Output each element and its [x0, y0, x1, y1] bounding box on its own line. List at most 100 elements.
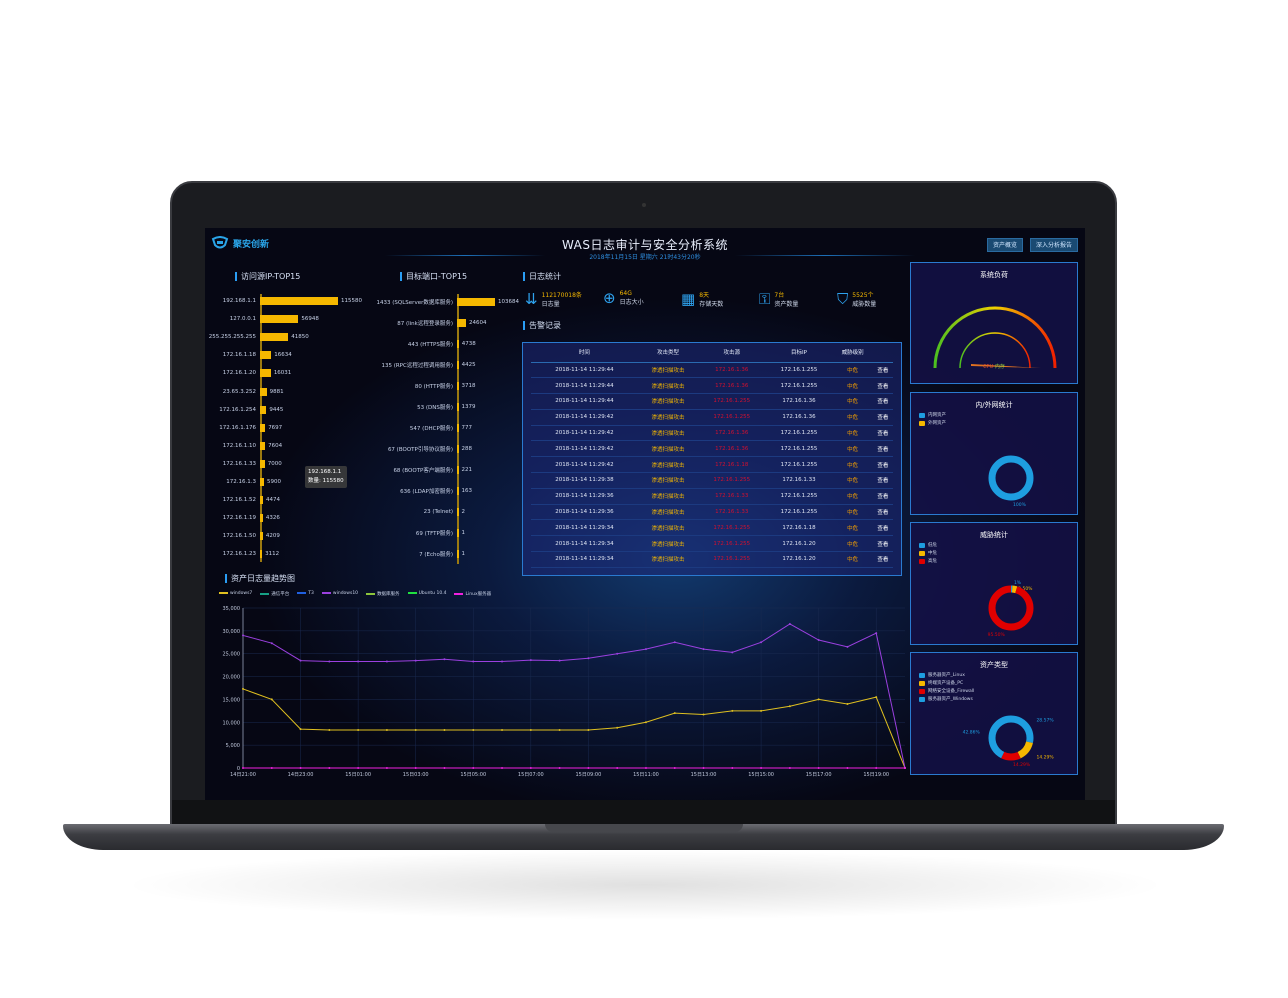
bar-row[interactable]: 172.16.1.33 7000 — [205, 459, 282, 469]
bar[interactable] — [457, 298, 495, 306]
view-link[interactable]: 查看 — [872, 425, 893, 442]
table-row[interactable]: 2018-11-14 11:29:34 渗透扫描攻击 172.16.1.255 172… — [531, 519, 893, 537]
analysis-report-button[interactable]: 深入分析报告 — [1030, 238, 1079, 252]
table-row[interactable]: 2018-11-14 11:29:36 渗透扫描攻击 172.16.1.33 172.… — [531, 488, 893, 505]
asset-overview-button[interactable]: 资产概览 — [987, 238, 1024, 252]
bar[interactable] — [260, 478, 264, 486]
legend-item[interactable]: 内网资产 — [919, 412, 1077, 418]
legend-item[interactable]: 低危 — [919, 542, 1077, 548]
bar-row[interactable]: 172.16.1.52 4474 — [205, 495, 280, 505]
bar[interactable] — [260, 315, 299, 324]
bar-row[interactable]: 172.16.1.23 3112 — [205, 549, 279, 559]
bar-row[interactable]: 636 (LDAP加密服务) 163 — [345, 486, 472, 496]
bar[interactable] — [260, 496, 264, 505]
bar[interactable] — [457, 529, 459, 537]
bar[interactable] — [260, 333, 289, 342]
table-row[interactable]: 2018-11-14 11:29:36 渗透扫描攻击 172.16.1.33 172.… — [531, 504, 893, 521]
view-link[interactable]: 查看 — [872, 504, 893, 521]
table-row[interactable]: 2018-11-14 11:29:42 渗透扫描攻击 172.16.1.18 172.… — [531, 456, 893, 474]
legend-item[interactable]: T3 — [297, 591, 314, 597]
legend-item[interactable]: Ubuntu 10.4 — [407, 591, 446, 597]
donut-slice[interactable] — [988, 715, 1034, 761]
bar[interactable] — [260, 423, 266, 432]
table-row[interactable]: 2018-11-14 11:29:44 渗透扫描攻击 172.16.1.36 172.… — [531, 377, 893, 395]
view-link[interactable]: 查看 — [872, 409, 893, 426]
bar[interactable] — [260, 550, 263, 559]
view-link[interactable]: 查看 — [872, 393, 893, 410]
view-link[interactable]: 查看 — [872, 456, 893, 474]
legend-item[interactable]: Linux服务器 — [454, 591, 491, 597]
legend-item[interactable]: windows7 — [219, 591, 252, 597]
bar[interactable] — [260, 514, 263, 523]
bar-row[interactable]: 135 (RPC远程过程调用服务) 4425 — [345, 360, 476, 370]
table-row[interactable]: 2018-11-14 11:29:34 渗透扫描攻击 172.16.1.255 172… — [531, 535, 893, 553]
bar-row[interactable]: 68 (BOOTP客户端服务) 221 — [345, 465, 472, 475]
view-link[interactable]: 查看 — [872, 440, 893, 458]
bar-row[interactable]: 172.16.1.50 4209 — [205, 531, 280, 541]
bar-row[interactable]: 127.0.0.1 56948 — [205, 314, 319, 324]
bar-row[interactable]: 172.16.1.18 16634 — [205, 350, 292, 360]
legend-item[interactable]: 通信平台 — [260, 591, 289, 597]
donut-slice[interactable] — [988, 585, 1034, 631]
bar[interactable] — [457, 508, 459, 516]
view-link[interactable]: 查看 — [872, 377, 893, 395]
view-link[interactable]: 查看 — [872, 472, 893, 489]
bar-row[interactable]: 443 (HTTPS服务) 4738 — [345, 339, 476, 349]
legend-item[interactable]: windows10 — [321, 591, 358, 597]
bar[interactable] — [260, 532, 263, 541]
bar-row[interactable]: 23.65.3.252 9881 — [205, 387, 284, 397]
table-row[interactable]: 2018-11-14 11:29:44 渗透扫描攻击 172.16.1.36 172.… — [531, 362, 893, 379]
bar[interactable] — [457, 445, 459, 453]
table-row[interactable]: 2018-11-14 11:29:42 渗透扫描攻击 172.16.1.255 172… — [531, 409, 893, 426]
bar-row[interactable]: 172.16.1.19 4326 — [205, 513, 280, 523]
table-row[interactable]: 2018-11-14 11:29:44 渗透扫描攻击 172.16.1.255 172… — [531, 393, 893, 410]
table-row[interactable]: 2018-11-14 11:29:38 渗透扫描攻击 172.16.1.255 172… — [531, 472, 893, 489]
donut-slice[interactable] — [988, 715, 1034, 761]
donut-slice[interactable] — [988, 455, 1034, 501]
table-row[interactable]: 2018-11-14 11:29:42 渗透扫描攻击 172.16.1.36 172.… — [531, 440, 893, 458]
bar[interactable] — [260, 369, 271, 378]
bar-row[interactable]: 172.16.1.176 7697 — [205, 423, 282, 433]
bar[interactable] — [457, 403, 459, 411]
view-link[interactable]: 查看 — [872, 519, 893, 537]
bar-row[interactable]: 80 (HTTP服务) 3718 — [345, 381, 476, 391]
legend-item[interactable]: 终端资产设备_PC — [919, 680, 1077, 686]
bar[interactable] — [457, 319, 467, 327]
bar[interactable] — [260, 297, 338, 305]
bar[interactable] — [260, 405, 267, 414]
bar-row[interactable]: 69 (TFTP服务) 1 — [345, 528, 465, 538]
bar[interactable] — [457, 550, 459, 558]
legend-item[interactable]: 服务器资产_Linux — [919, 672, 1077, 678]
bar[interactable] — [457, 340, 459, 348]
bar-row[interactable]: 192.168.1.1 115580 — [205, 296, 362, 306]
view-link[interactable]: 查看 — [872, 362, 893, 379]
bar-row[interactable]: 172.16.1.3 5900 — [205, 477, 281, 487]
bar-row[interactable]: 87 (link远程登录服务) 24604 — [345, 318, 487, 328]
legend-item[interactable]: 中危 — [919, 550, 1077, 556]
legend-item[interactable]: 外网资产 — [919, 420, 1077, 426]
bar[interactable] — [457, 487, 459, 495]
bar[interactable] — [260, 441, 266, 450]
bar-row[interactable]: 172.16.1.20 16031 — [205, 368, 291, 378]
view-link[interactable]: 查看 — [872, 551, 893, 568]
bar-row[interactable]: 7 (Echo服务) 1 — [345, 549, 465, 559]
legend-item[interactable]: 服务器资产_Windows — [919, 696, 1077, 702]
bar-row[interactable]: 1433 (SQLServer数据库服务) 103684 — [345, 297, 519, 307]
bar-row[interactable]: 172.16.1.254 9445 — [205, 405, 283, 415]
bar-row[interactable]: 67 (BOOTP引导协议服务) 288 — [345, 444, 472, 454]
bar[interactable] — [457, 361, 459, 369]
bar-row[interactable]: 255.255.255.255 41850 — [205, 332, 309, 342]
bar[interactable] — [457, 382, 459, 390]
bar-row[interactable]: 53 (DNS服务) 1379 — [345, 402, 476, 412]
view-link[interactable]: 查看 — [872, 488, 893, 505]
legend-item[interactable]: 数据库服务 — [366, 591, 400, 597]
bar[interactable] — [457, 466, 459, 474]
bar[interactable] — [260, 387, 267, 396]
legend-item[interactable]: 高危 — [919, 558, 1077, 564]
bar-row[interactable]: 172.16.1.10 7604 — [205, 441, 282, 451]
view-link[interactable]: 查看 — [872, 535, 893, 553]
bar[interactable] — [260, 459, 265, 468]
table-row[interactable]: 2018-11-14 11:29:42 渗透扫描攻击 172.16.1.36 172.… — [531, 425, 893, 442]
table-row[interactable]: 2018-11-14 11:29:34 渗透扫描攻击 172.16.1.255 172… — [531, 551, 893, 568]
legend-item[interactable]: 网络安全设备_Firewall — [919, 688, 1077, 694]
